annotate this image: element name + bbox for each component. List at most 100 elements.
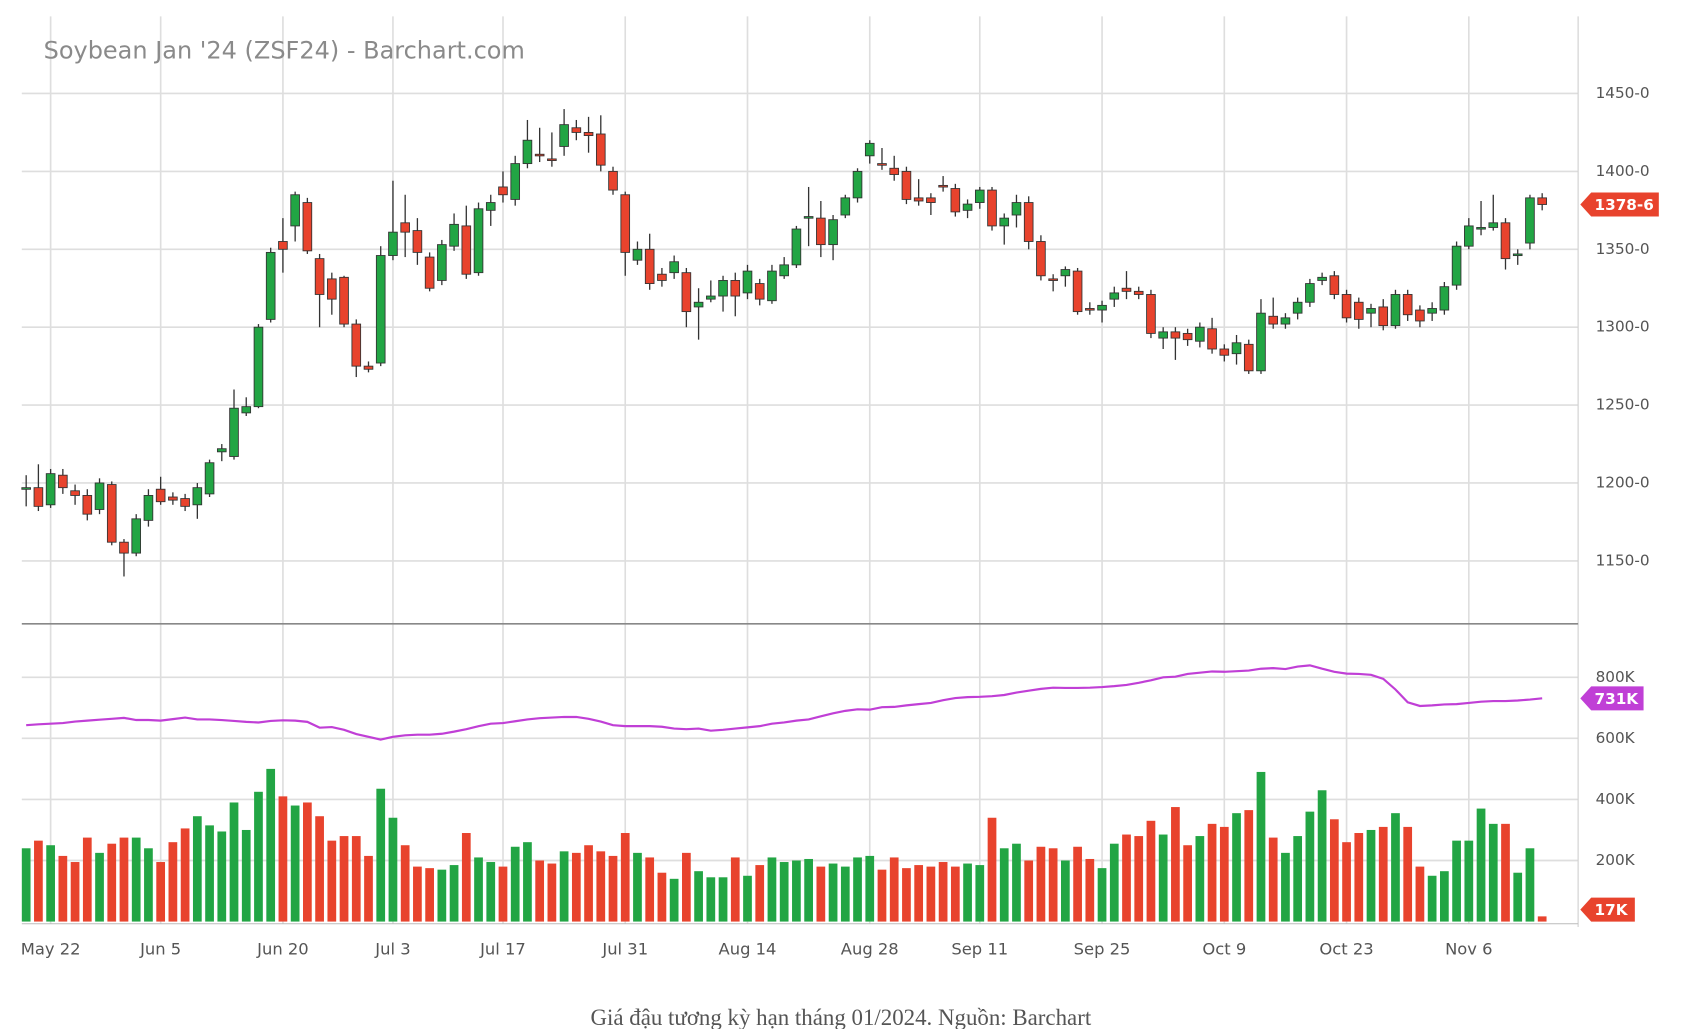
- volume-bar: [327, 840, 337, 922]
- volume-bar: [1232, 813, 1241, 922]
- candle-body: [94, 482, 105, 510]
- volume-bar: [706, 877, 716, 922]
- candle-body: [229, 407, 239, 457]
- volume-bar: [131, 837, 141, 922]
- volume-bar: [840, 866, 850, 922]
- volume-bar: [1537, 916, 1547, 922]
- candle-body: [33, 487, 44, 507]
- candle-body: [1097, 304, 1107, 311]
- candle-body: [241, 406, 252, 414]
- volume-bar: [254, 791, 263, 922]
- x-tick-label: Aug 14: [719, 939, 777, 958]
- candle-body: [1060, 269, 1071, 277]
- volume-bar: [1219, 826, 1229, 922]
- candle-body: [547, 158, 557, 161]
- candle-body: [253, 326, 264, 408]
- candle-body: [1341, 294, 1352, 319]
- volume-bar: [364, 855, 373, 922]
- volume-bar: [1464, 840, 1474, 922]
- candle-body: [510, 163, 521, 200]
- volume-bar: [828, 863, 838, 922]
- volume-bar: [792, 860, 801, 922]
- candle-body: [143, 495, 154, 521]
- candle-body: [119, 541, 129, 554]
- candle-body: [1182, 332, 1193, 341]
- candle-body: [192, 487, 203, 506]
- volume-bar: [1012, 843, 1021, 922]
- volume-bar: [119, 837, 129, 922]
- volume-bar: [1427, 875, 1437, 922]
- volume-bar: [278, 796, 288, 922]
- volume-bar: [217, 831, 227, 922]
- volume-bar: [1293, 836, 1303, 922]
- candle-body: [155, 488, 166, 503]
- last-value-label: 17K: [1594, 901, 1628, 919]
- candle-body: [1378, 306, 1389, 327]
- volume-bar: [682, 852, 691, 922]
- candle-body: [265, 251, 276, 320]
- volume-bar: [1513, 872, 1523, 922]
- volume-bar: [1061, 860, 1070, 922]
- y-tick-label: 1250-0: [1596, 396, 1650, 414]
- candle-body: [620, 194, 631, 253]
- x-tick-label: Jul 17: [479, 939, 526, 958]
- last-value-label: 1378-6: [1594, 196, 1653, 214]
- candle-body: [400, 222, 410, 233]
- volume-bar: [156, 862, 166, 922]
- volume-bar: [559, 851, 569, 922]
- volume-bar: [70, 862, 80, 922]
- candle-body: [1243, 343, 1254, 372]
- candle-body: [962, 203, 973, 211]
- last-value-label: 731K: [1594, 690, 1639, 708]
- last-value-badge: [1580, 897, 1635, 922]
- volume-bar: [1085, 858, 1095, 922]
- volume-bar: [767, 857, 777, 922]
- volume-bar: [1109, 843, 1119, 922]
- volume-bar: [865, 855, 875, 922]
- volume-bar: [987, 817, 997, 922]
- candle-body: [828, 219, 838, 246]
- volume-bar: [730, 857, 740, 922]
- volume-bar: [1134, 836, 1144, 922]
- candle-body: [1305, 283, 1315, 303]
- candle-body: [21, 487, 31, 490]
- candle-body: [1451, 245, 1462, 286]
- caption: Giá đậu tương kỳ hạn tháng 01/2024. Nguồ…: [591, 1005, 1092, 1029]
- volume-bar: [34, 840, 43, 922]
- candle-body: [131, 518, 142, 554]
- candle-body: [693, 301, 704, 308]
- candle-body: [791, 228, 802, 266]
- candle-body: [302, 202, 313, 252]
- volume-bar: [645, 857, 655, 922]
- volume-bar: [266, 768, 276, 922]
- volume-bar: [1036, 846, 1046, 922]
- candle-body: [106, 484, 117, 543]
- candle-body: [1256, 312, 1266, 372]
- candle-body: [742, 270, 753, 294]
- candle-body: [45, 473, 56, 506]
- candle-body: [1207, 328, 1217, 350]
- volume-bar: [535, 860, 545, 922]
- candle-body: [901, 170, 912, 200]
- volume-bar: [290, 805, 300, 922]
- candle-body: [706, 295, 716, 300]
- volume-bar: [999, 848, 1009, 922]
- volume-bar: [474, 857, 483, 922]
- candle-body: [864, 142, 875, 157]
- candle-body: [290, 194, 300, 227]
- volume-bar: [1073, 846, 1082, 922]
- candle-body: [938, 184, 948, 188]
- candle-body: [351, 323, 362, 367]
- candle-body: [730, 280, 741, 297]
- x-tick-label: Nov 6: [1445, 939, 1493, 958]
- volume-bar: [1317, 790, 1327, 922]
- volume-bar: [168, 842, 178, 922]
- volume-bar: [914, 865, 924, 922]
- y-tick-label: 600K: [1596, 729, 1636, 747]
- candle-body: [216, 448, 227, 453]
- x-tick-label: Jun 5: [139, 939, 181, 958]
- candle-body: [1109, 292, 1120, 300]
- candle-body: [1537, 197, 1547, 205]
- open-interest-line: [26, 664, 1543, 741]
